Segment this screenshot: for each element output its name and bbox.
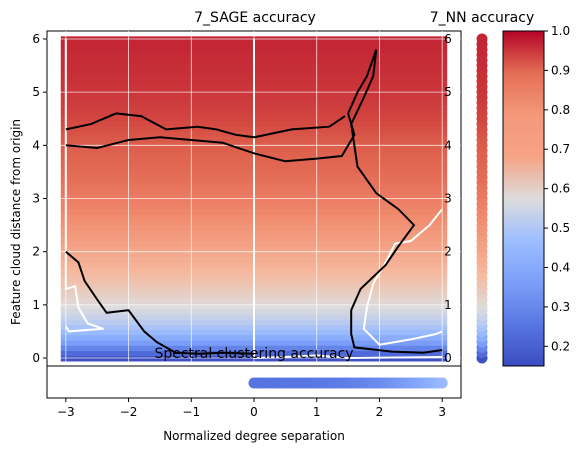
nn-point	[476, 33, 488, 45]
nn-y-tick-label: 4	[444, 138, 452, 152]
main-title: 7_SAGE accuracy	[194, 10, 316, 26]
black-contour-lower	[65, 250, 255, 355]
x-tick-label: 2	[376, 405, 384, 419]
colorbar-tick-label: 0.4	[551, 260, 570, 274]
y-tick-label: 1	[32, 298, 40, 312]
x-tick-label: −2	[120, 405, 138, 419]
x-tick-label: 0	[250, 405, 258, 419]
main-heatmap: 0 1 2 3 4 5 6 0 1 2 3 4 5 6 7_SAGE accuracy Feature …	[9, 10, 462, 367]
nn-strip: 7_NN accuracy	[430, 10, 534, 364]
y-tick-label: 6	[32, 32, 40, 46]
colorbar-frame	[502, 30, 545, 367]
y-tick-label: 2	[32, 245, 40, 259]
y-axis-label: Feature cloud distance from origin	[9, 119, 23, 325]
nn-y-tick-label: 6	[444, 32, 452, 46]
y-tick-label: 5	[32, 85, 40, 99]
nn-y-tick-label: 1	[444, 298, 452, 312]
colorbar-tick-label: 1.0	[551, 24, 570, 38]
white-contour	[253, 39, 443, 360]
y-tick-label: 3	[32, 192, 40, 206]
colorbar-tick-label: 0.5	[551, 221, 570, 235]
spectral-title: Spectral clustering accuracy	[154, 346, 353, 362]
colorbar: 0.2 0.3 0.4 0.5 0.6 0.7 0.8 0.9 1.0	[502, 24, 570, 367]
white-contour-left	[64, 39, 104, 333]
black-contour	[65, 49, 443, 354]
x-tick-label: −3	[57, 405, 75, 419]
colorbar-tick-label: 0.9	[551, 63, 570, 77]
nn-title: 7_NN accuracy	[430, 10, 534, 26]
nn-y-tick-label: 2	[444, 245, 452, 259]
y-tick-label: 0	[32, 351, 40, 365]
white-contour-right	[362, 208, 443, 346]
colorbar-tick-label: 0.7	[551, 142, 570, 156]
colorbar-tick-label: 0.8	[551, 103, 570, 117]
spectral-point	[436, 377, 448, 389]
nn-y-tick-label: 0	[444, 351, 452, 365]
x-tick-label: 1	[313, 405, 321, 419]
spectral-strip: Spectral clustering accuracy −3 −2 −1 0 1 2 3 …	[46, 346, 462, 443]
nn-y-tick-label: 3	[444, 192, 452, 206]
colorbar-tick-label: 0.2	[551, 339, 570, 353]
nn-y-tick-label: 5	[444, 85, 452, 99]
colorbar-tick-label: 0.3	[551, 300, 570, 314]
colorbar-gradient	[503, 31, 544, 366]
y-tick-label: 4	[32, 138, 40, 152]
x-axis-label: Normalized degree separation	[163, 429, 345, 443]
x-tick-label: −1	[182, 405, 200, 419]
black-contour-top	[65, 112, 346, 139]
colorbar-tick-label: 0.6	[551, 182, 570, 196]
x-tick-label: 3	[438, 405, 446, 419]
